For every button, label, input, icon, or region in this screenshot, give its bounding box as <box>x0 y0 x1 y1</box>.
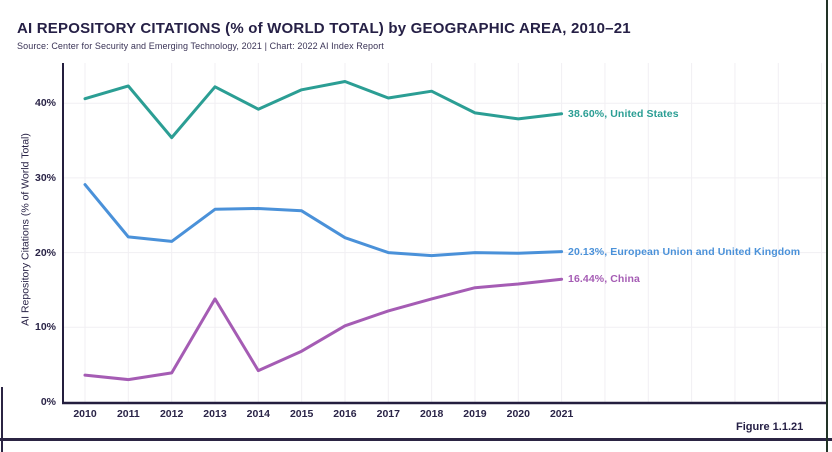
y-tick-30: 30% <box>34 171 56 184</box>
page-border-left <box>1 387 3 452</box>
page-border-bottom <box>0 438 832 441</box>
x-tick-2018: 2018 <box>419 408 444 420</box>
chart-title: AI REPOSITORY CITATIONS (% of WORLD TOTA… <box>17 20 631 37</box>
x-tick-2015: 2015 <box>289 408 314 420</box>
series-label-european-union-and-united-kingdom: 20.13%, European Union and United Kingdo… <box>568 245 801 258</box>
x-tick-2019: 2019 <box>463 408 487 420</box>
x-tick-2020: 2020 <box>506 408 530 420</box>
y-tick-40: 40% <box>34 97 56 110</box>
y-axis-title: AI Repository Citations (% of World Tota… <box>19 133 32 326</box>
series-line-united-states <box>83 80 564 140</box>
y-tick-10: 10% <box>34 321 56 334</box>
x-tick-2021: 2021 <box>549 408 574 420</box>
x-tick-2012: 2012 <box>159 408 184 420</box>
page-border-right <box>826 0 828 452</box>
series-line-european-union-and-united-kingdom <box>83 183 564 258</box>
y-tick-0: 0% <box>40 396 56 408</box>
x-tick-2016: 2016 <box>333 408 357 420</box>
series-label-united-states: 38.60%, United States <box>568 107 679 120</box>
x-tick-2011: 2011 <box>116 408 140 420</box>
y-tick-20: 20% <box>34 246 56 259</box>
x-tick-2010: 2010 <box>73 408 97 420</box>
chart-source: Source: Center for Security and Emerging… <box>17 41 384 51</box>
x-tick-2014: 2014 <box>246 408 270 420</box>
figure-label: Figure 1.1.21 <box>736 421 804 433</box>
x-tick-2017: 2017 <box>376 408 400 420</box>
x-tick-2013: 2013 <box>203 408 227 420</box>
series-line-china <box>83 277 564 382</box>
series-label-china: 16.44%, China <box>568 273 640 286</box>
